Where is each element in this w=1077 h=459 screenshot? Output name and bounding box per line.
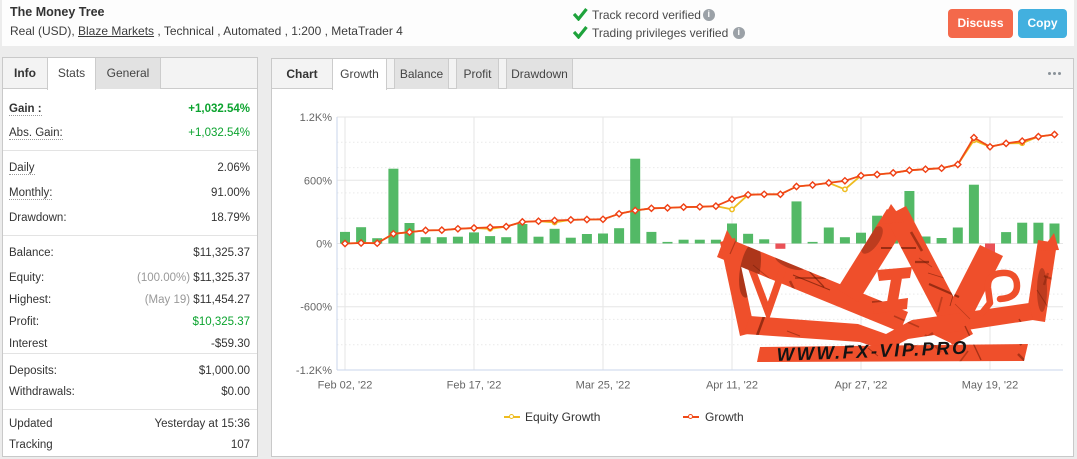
svg-text:-600%: -600% [300,302,332,314]
svg-text:0%: 0% [316,239,332,251]
svg-text:-1.2K%: -1.2K% [296,365,332,377]
svg-text:Apr 27, '22: Apr 27, '22 [835,380,888,392]
svg-text:Feb 02, '22: Feb 02, '22 [318,380,373,392]
svg-text:May 19, '22: May 19, '22 [962,380,1019,392]
svg-text:Mar 25, '22: Mar 25, '22 [576,380,631,392]
svg-text:Feb 17, '22: Feb 17, '22 [447,380,502,392]
svg-text:Apr 11, '22: Apr 11, '22 [706,380,758,392]
svg-text:1.2K%: 1.2K% [300,112,333,124]
svg-text:600%: 600% [304,175,332,187]
